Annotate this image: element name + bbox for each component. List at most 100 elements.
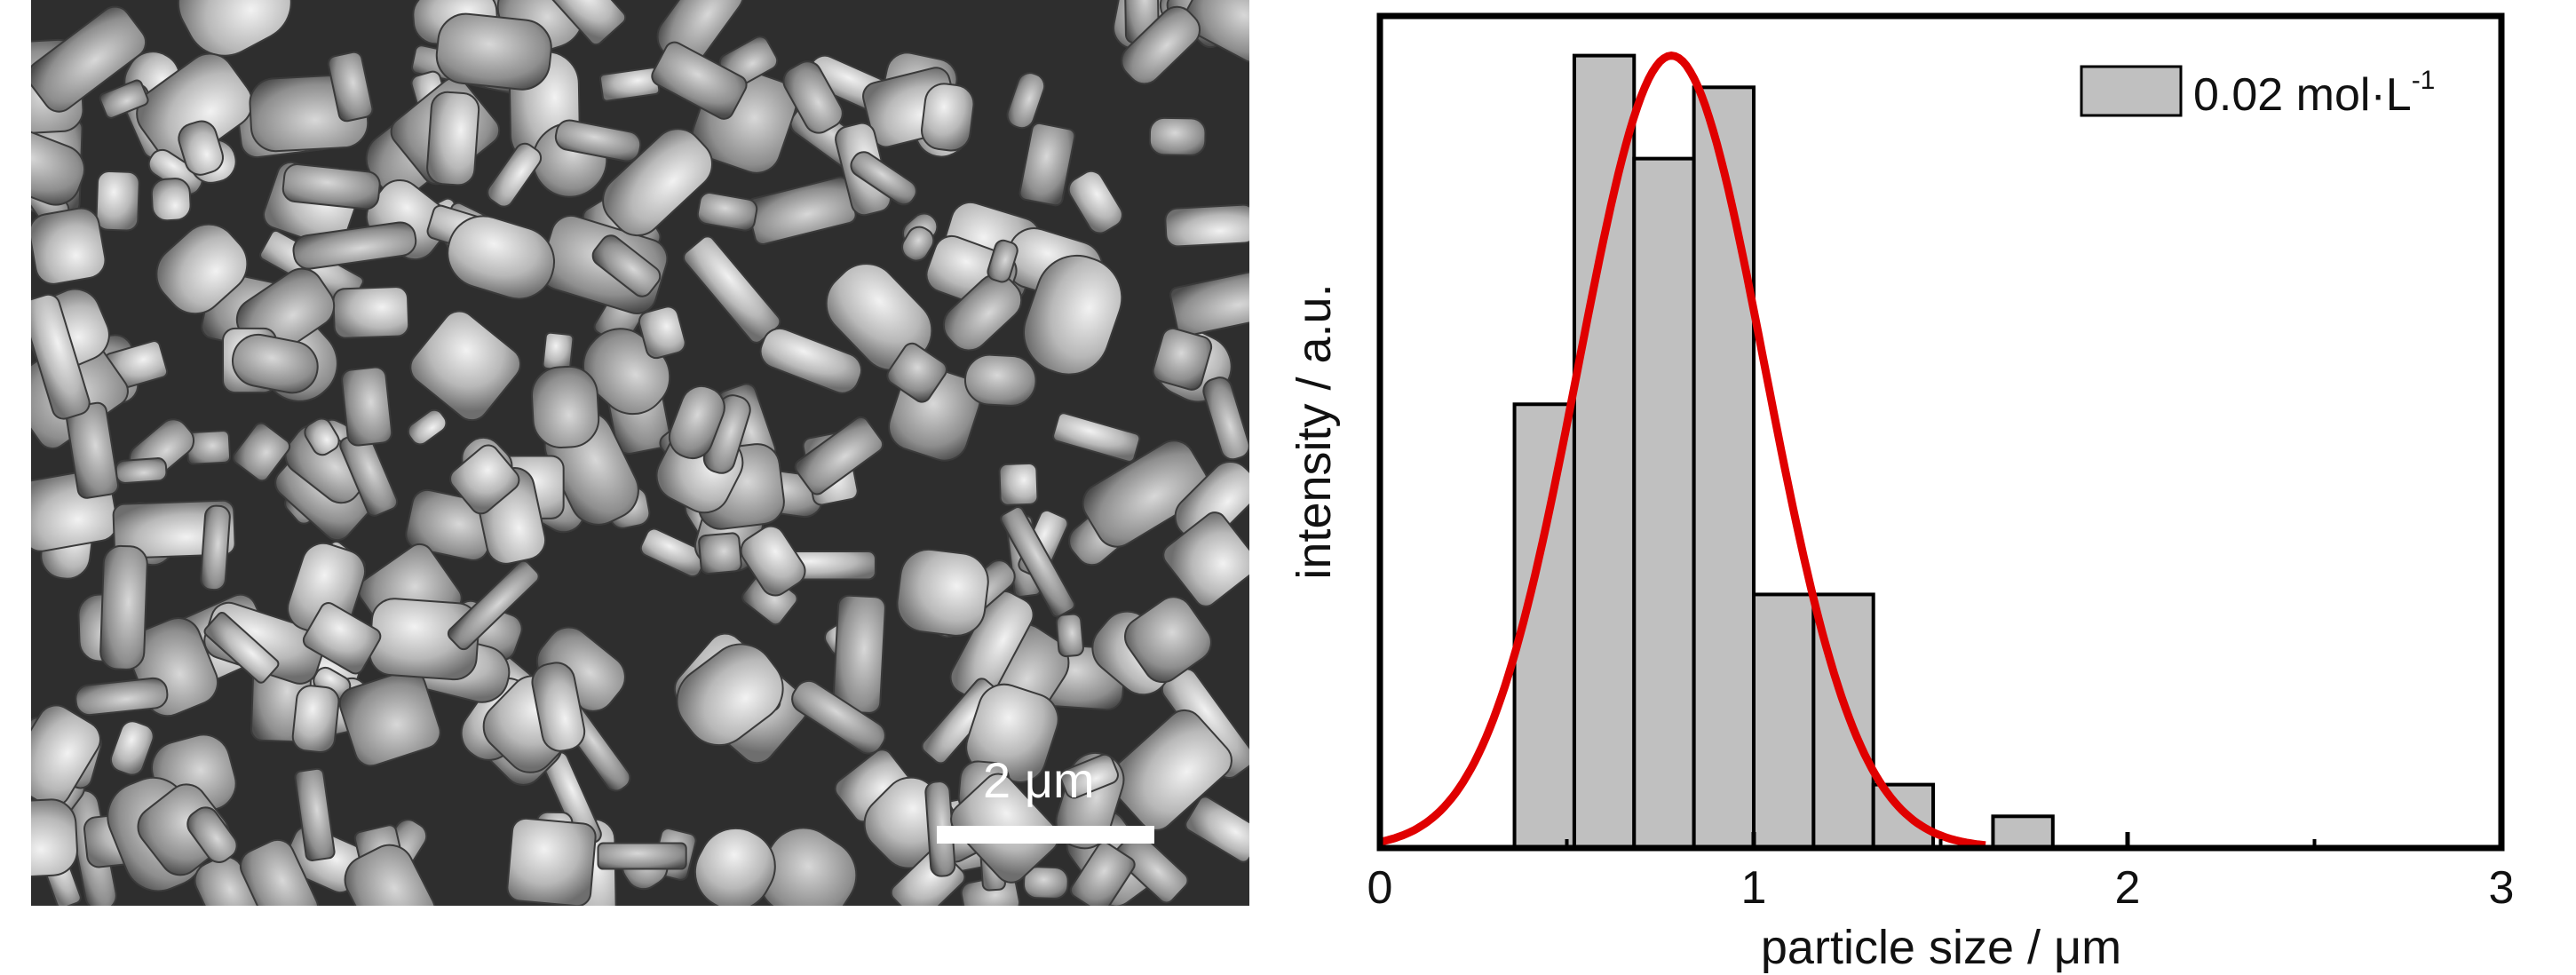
particle-shape xyxy=(292,221,417,270)
particle-shape xyxy=(1202,377,1249,461)
particle-shape xyxy=(791,679,886,755)
particle-shape xyxy=(597,842,687,870)
particle-shape xyxy=(1023,866,1069,900)
particle-shape xyxy=(1055,613,1084,658)
particle-shape xyxy=(759,327,863,394)
particle-shape xyxy=(155,223,249,315)
particle-shape xyxy=(531,662,586,752)
particle-shape xyxy=(1108,709,1233,831)
histogram-bar-1 xyxy=(1572,53,1637,851)
particle-shape xyxy=(782,60,844,134)
particle-shape xyxy=(740,525,806,597)
particle-shape xyxy=(921,83,975,152)
particle-shape xyxy=(546,0,627,46)
sem-micrograph: 2 μm xyxy=(31,0,1249,906)
particle-shape xyxy=(1182,0,1249,63)
particle-shape xyxy=(232,333,319,394)
particle-shape xyxy=(963,353,1037,407)
particle-shape xyxy=(409,310,522,422)
particle-shape xyxy=(1082,440,1209,548)
micrograph-particles xyxy=(31,0,1249,906)
particle-shape xyxy=(341,366,393,447)
particle-shape xyxy=(896,548,989,637)
particle-shape xyxy=(31,124,86,206)
particle-shape xyxy=(200,504,231,591)
particle-shape xyxy=(998,462,1039,506)
particle-shape xyxy=(407,408,448,446)
particle-shape xyxy=(31,704,101,808)
histogram-bar-8 xyxy=(1991,814,2055,850)
histogram-bar-2 xyxy=(1632,156,1696,850)
particle-shape xyxy=(1069,841,1136,906)
particle-shape xyxy=(1164,203,1249,248)
particle-shape xyxy=(1059,753,1119,799)
particle-shape xyxy=(901,226,935,262)
particle-shape xyxy=(506,817,597,906)
particle-shape xyxy=(178,120,224,176)
particle-shape xyxy=(1152,327,1213,391)
particle-shape xyxy=(794,416,884,495)
scale-bar-label: 2 μm xyxy=(983,752,1095,808)
particle-shape xyxy=(554,119,642,162)
histogram-bar-4 xyxy=(1752,592,1816,850)
particle-shape xyxy=(1162,511,1249,607)
particle-shape xyxy=(31,293,91,420)
gaussian-fit-curve xyxy=(1379,52,1986,850)
x-tick-label-0: 0 xyxy=(1367,862,1393,914)
particle-shape xyxy=(232,422,291,482)
particle-shape xyxy=(291,685,340,754)
particle-shape xyxy=(449,444,520,515)
particle-shape xyxy=(99,544,148,670)
x-axis-ticks: 0 1 2 3 xyxy=(1367,832,2515,914)
legend-label-main: 0.02 mol·L xyxy=(2193,69,2412,121)
particle-shape xyxy=(327,51,374,123)
particle-shape xyxy=(75,677,169,717)
particle-shape xyxy=(447,215,556,300)
particle-shape xyxy=(95,170,140,232)
particle-shape xyxy=(1052,412,1141,463)
particle-shape xyxy=(281,163,381,210)
particle-shape xyxy=(1000,506,1076,618)
particle-shape xyxy=(435,12,552,91)
x-tick-label-2: 2 xyxy=(2115,862,2141,914)
particle-shape xyxy=(150,178,192,222)
particle-shape xyxy=(426,91,480,186)
particle-shape xyxy=(1148,116,1207,156)
particle-shape xyxy=(591,234,662,297)
particle-shape xyxy=(886,342,947,403)
scale-bar xyxy=(937,826,1154,844)
particle-shape xyxy=(344,844,437,906)
particle-shape xyxy=(31,798,78,879)
legend-swatch xyxy=(2080,65,2183,117)
particle-shape xyxy=(696,192,758,232)
particle-shape xyxy=(530,365,600,448)
particle-shape xyxy=(304,417,340,456)
particle-shape xyxy=(698,532,742,575)
x-tick-label-3: 3 xyxy=(2489,862,2515,914)
y-axis-title: intensity / a.u. xyxy=(1288,283,1341,579)
particle-shape xyxy=(294,767,336,861)
particle-shape xyxy=(668,384,725,460)
particle-shape xyxy=(487,142,543,208)
histogram-bar-5 xyxy=(1811,592,1875,850)
particle-shape xyxy=(203,612,280,684)
particle-shape xyxy=(942,273,1023,352)
particle-shape xyxy=(987,239,1019,283)
particle-shape xyxy=(186,806,238,863)
particle-shape xyxy=(177,0,292,57)
legend-label: 0.02 mol·L-1 xyxy=(2193,66,2435,121)
histogram-bars xyxy=(1512,53,2055,851)
particle-shape xyxy=(31,207,107,285)
particle-shape xyxy=(302,602,382,675)
particle-shape xyxy=(602,128,713,237)
particle-shape xyxy=(694,827,776,906)
particle-shape xyxy=(1121,5,1201,85)
particle-shape xyxy=(1006,72,1046,130)
particle-shape xyxy=(638,305,686,360)
particle-shape xyxy=(651,41,748,120)
particle-shape xyxy=(99,79,149,119)
particle-shape xyxy=(31,5,147,113)
particle-shape xyxy=(676,643,784,747)
particle-shape xyxy=(1169,265,1249,337)
